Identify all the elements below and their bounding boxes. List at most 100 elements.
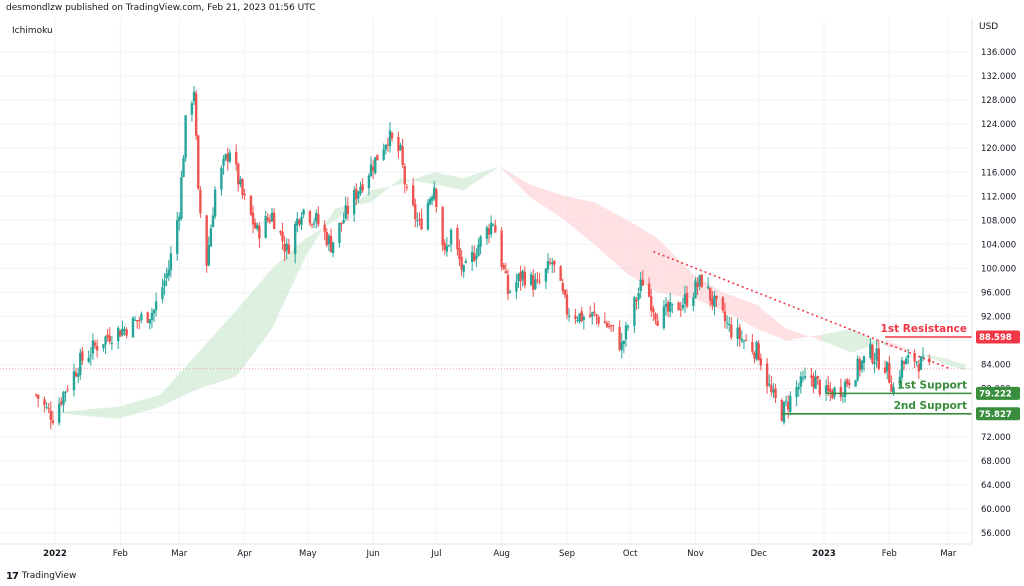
candle-down — [287, 244, 291, 254]
candle-down — [848, 382, 851, 386]
tradingview-logo-icon[interactable]: 17 — [6, 570, 19, 582]
candle-up — [529, 274, 533, 285]
time-axis[interactable]: 2022 Feb Mar Apr May Jun Jul Aug Sep Oct Nov Dec 202… — [0, 543, 972, 559]
candle-down — [251, 212, 255, 225]
candle-down — [641, 279, 645, 286]
cloud-segment-bearish — [786, 328, 822, 341]
candle-up — [633, 297, 636, 326]
candle-up — [79, 352, 82, 376]
candle-down — [241, 179, 244, 196]
candle-up — [875, 348, 878, 361]
candle-down — [700, 274, 704, 288]
candle-up — [772, 389, 775, 393]
candle-down — [548, 262, 552, 264]
candle-up — [664, 303, 668, 308]
candle-down — [125, 329, 128, 336]
candle-down — [595, 314, 598, 317]
candle-up — [742, 340, 746, 342]
candle-up — [359, 186, 362, 194]
cloud-segment-bullish — [305, 208, 336, 257]
cloud-segment-bullish — [851, 328, 888, 353]
candle-down — [770, 385, 773, 392]
candle-down — [60, 401, 63, 405]
candle-up — [180, 177, 183, 219]
level-price-label: 88.598 — [979, 333, 1012, 343]
candle-down — [435, 188, 438, 207]
candle-up — [662, 306, 666, 329]
candle-down — [759, 358, 762, 366]
candle-up — [344, 205, 347, 219]
candle-down — [371, 166, 375, 171]
candle-down — [66, 389, 69, 391]
candle-up — [546, 261, 550, 270]
level-price-label: 79.222 — [979, 390, 1012, 400]
candle-down — [376, 154, 379, 161]
candle-down — [715, 295, 718, 299]
candle-down — [723, 311, 727, 322]
candle-up — [637, 292, 640, 300]
candle-up — [178, 216, 181, 221]
candle-up — [797, 387, 800, 390]
candle-down — [234, 151, 238, 165]
candle-up — [671, 303, 674, 305]
candle-down — [877, 348, 880, 369]
candle-down — [281, 231, 284, 242]
candle-up — [833, 387, 836, 397]
candle-up — [285, 243, 288, 251]
level-name: 1st Resistance — [881, 323, 967, 335]
level-price-badge — [976, 330, 1020, 344]
candle-down — [502, 265, 505, 269]
candle-up — [784, 400, 788, 402]
candle-up — [915, 361, 918, 363]
y-tick-label: 132.000 — [981, 72, 1016, 82]
x-tick-label: 2022 — [43, 549, 67, 559]
candle-up — [567, 315, 571, 317]
candle-up — [886, 361, 889, 372]
candle-down — [205, 215, 208, 266]
cloud-segment-bearish — [594, 202, 629, 275]
candle-down — [751, 342, 754, 352]
candle-down — [390, 132, 394, 139]
candle-up — [222, 158, 225, 166]
candle-down — [536, 279, 539, 281]
price-axis[interactable]: 56.00060.00064.00068.00072.00076.00080.0… — [971, 18, 1020, 544]
candle-down — [361, 184, 364, 191]
x-tick-label: Oct — [623, 549, 638, 559]
candle-down — [738, 327, 741, 340]
x-tick-label: Mar — [940, 549, 957, 559]
candle-down — [237, 163, 240, 185]
candle-down — [654, 313, 657, 320]
candle-down — [603, 321, 607, 324]
candle-up — [725, 322, 729, 324]
trend-line — [653, 250, 951, 370]
candle-down — [272, 212, 276, 230]
candle-up — [270, 212, 274, 222]
candle-up — [694, 280, 697, 298]
candle-down — [253, 222, 257, 229]
indicator-label[interactable]: Ichimoku — [12, 26, 53, 36]
candle-up — [789, 395, 792, 412]
candle-down — [279, 231, 282, 233]
y-tick-label: 136.000 — [981, 48, 1016, 58]
candle-up — [900, 360, 904, 378]
cloud-segment-bullish — [946, 358, 966, 371]
candle-up — [64, 391, 67, 394]
candle-down — [487, 228, 491, 235]
candle-up — [293, 223, 297, 255]
x-tick-label: Feb — [882, 549, 897, 559]
candle-up — [338, 222, 341, 243]
x-tick-label: Dec — [750, 549, 767, 559]
candle-down — [765, 363, 769, 387]
candle-down — [420, 218, 423, 230]
candle-down — [519, 271, 522, 282]
candle-up — [447, 245, 451, 247]
candle-up — [352, 190, 356, 215]
candle-up — [727, 324, 731, 326]
candle-down — [593, 311, 596, 314]
y-tick-label: 120.000 — [981, 144, 1016, 154]
y-tick-label: 56.000 — [981, 529, 1011, 539]
y-tick-label: 116.000 — [981, 168, 1016, 178]
candle-up — [521, 271, 524, 280]
cloud-segment-bullish — [916, 352, 947, 365]
